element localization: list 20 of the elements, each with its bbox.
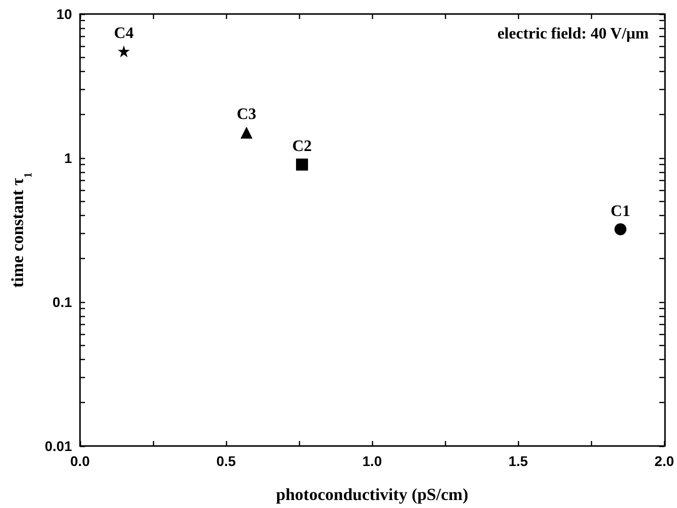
y-axis-title: time constant τ1 (8, 172, 34, 288)
x-tick-label: 0.0 (70, 453, 90, 469)
x-tick-label: 1.0 (362, 453, 382, 469)
annotation: C3 (236, 106, 256, 124)
y-tick-label: 0.1 (52, 294, 72, 310)
x-tick-label: 1.5 (508, 453, 528, 469)
annotation: electric field: 40 V/μm (497, 26, 650, 42)
point (296, 158, 308, 171)
annotation: C4 (114, 24, 134, 42)
point (614, 223, 626, 236)
y-tick-label: 1 (64, 150, 72, 166)
annotation: C2 (292, 138, 312, 156)
x-axis-title: photoconductivity (pS/cm) (276, 485, 468, 504)
point (240, 126, 253, 139)
x-tick-label: 2.0 (654, 453, 674, 469)
point (118, 45, 130, 58)
annotation: C1 (610, 202, 630, 220)
y-tick-label: 10 (56, 6, 72, 22)
x-tick-label: 0.5 (216, 453, 236, 469)
y-tick-label: 0.01 (44, 438, 72, 454)
